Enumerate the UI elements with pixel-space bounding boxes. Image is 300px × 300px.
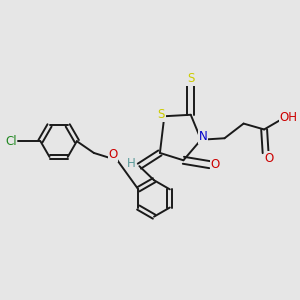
Text: N: N bbox=[199, 130, 208, 143]
Text: Cl: Cl bbox=[5, 135, 17, 148]
Text: H: H bbox=[127, 157, 136, 170]
Text: O: O bbox=[265, 152, 274, 165]
Text: OH: OH bbox=[279, 111, 297, 124]
Text: O: O bbox=[108, 148, 118, 161]
Text: S: S bbox=[187, 72, 194, 85]
Text: O: O bbox=[211, 158, 220, 171]
Text: S: S bbox=[158, 108, 165, 121]
